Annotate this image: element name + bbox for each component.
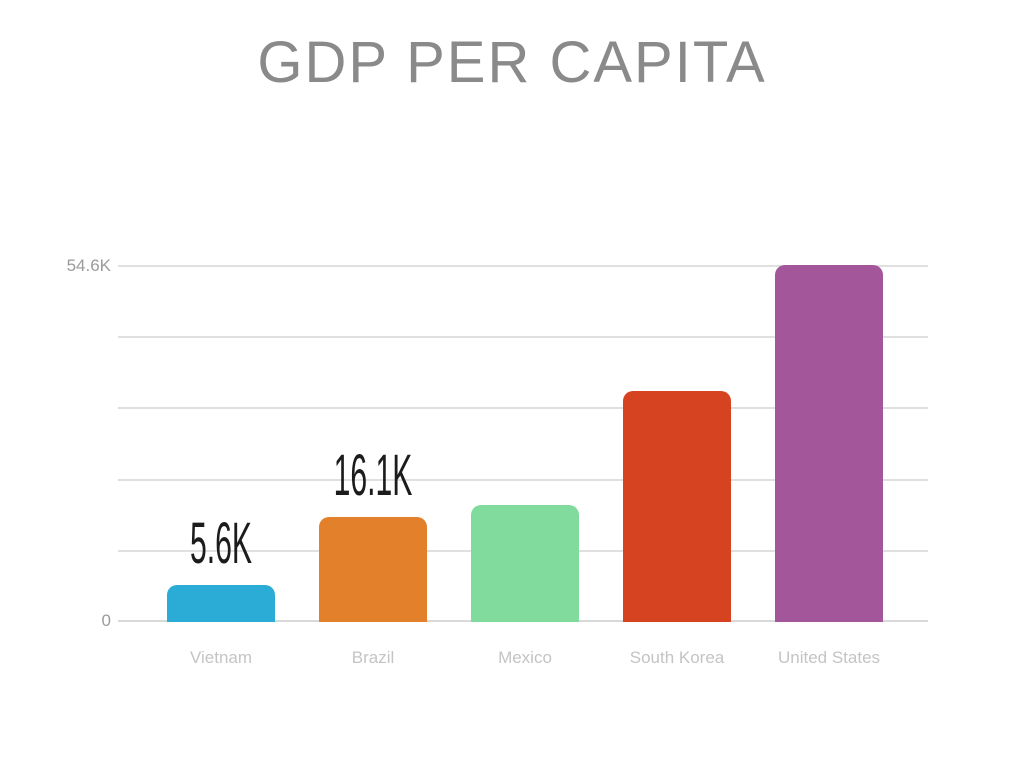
bar-group-south-korea: 35.3K South Korea (623, 265, 731, 667)
x-axis-label-united-states: United States (777, 648, 881, 667)
bar-group-brazil: 16.1K Brazil (319, 265, 427, 667)
bar-chart: 54.6K 0 5.6K Vietnam 16.1K Brazil 17.9K … (67, 257, 928, 667)
chart-title: GDP PER CAPITA (257, 30, 767, 95)
bar-united-states (775, 265, 883, 622)
bar-value-label-vietnam: 5.6K (189, 511, 253, 576)
gridline (118, 265, 928, 267)
gridline (118, 407, 928, 409)
y-axis-tick-max: 54.6K (66, 256, 111, 275)
x-axis-label-mexico: Mexico (498, 648, 552, 667)
bar-south-korea (623, 391, 731, 622)
gridline (118, 336, 928, 338)
bar-brazil (319, 517, 427, 622)
bar-mexico (471, 505, 579, 622)
x-axis-label-south-korea: South Korea (629, 648, 725, 667)
bar-group-mexico: 17.9K Mexico (471, 265, 579, 667)
bar-group-united-states: 54.6K United States (775, 265, 883, 667)
gridline (118, 479, 928, 481)
x-axis-label-brazil: Brazil (351, 648, 395, 667)
bar-group-vietnam: 5.6K Vietnam (167, 265, 275, 667)
x-axis-label-vietnam: Vietnam (189, 648, 253, 667)
bar-vietnam (167, 585, 275, 622)
y-axis-tick-zero: 0 (101, 611, 111, 630)
bar-value-label-brazil: 16.1K (333, 443, 413, 508)
